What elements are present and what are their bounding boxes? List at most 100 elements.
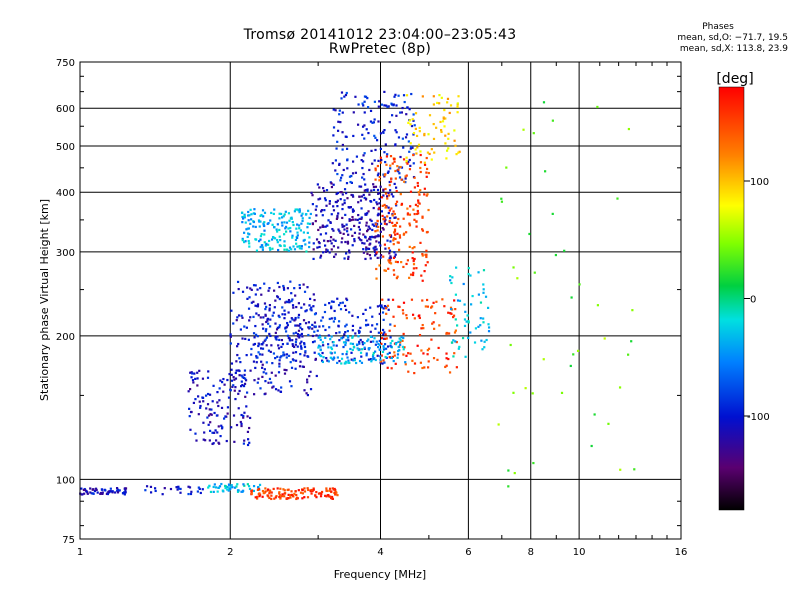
data-point [332, 341, 335, 344]
data-point [272, 212, 275, 216]
data-point [277, 389, 280, 392]
data-point [386, 345, 390, 348]
y-tick-label: 100 [56, 475, 75, 486]
data-point [338, 162, 341, 165]
data-point [344, 304, 347, 308]
data-point [362, 248, 365, 251]
data-point [382, 255, 385, 258]
data-point [373, 100, 377, 103]
data-point [358, 238, 362, 241]
data-point [390, 345, 393, 348]
data-point [264, 313, 267, 316]
data-point [458, 299, 462, 302]
data-point [377, 225, 380, 228]
x-tick-label: 1 [77, 547, 83, 558]
data-point [301, 328, 304, 331]
data-point [337, 228, 340, 231]
data-point [388, 121, 391, 124]
data-point [317, 492, 321, 495]
data-point [344, 213, 347, 217]
data-point [340, 357, 344, 360]
data-point [327, 334, 330, 337]
data-point [542, 101, 546, 104]
data-point [354, 218, 357, 221]
data-point [421, 215, 424, 218]
data-point [389, 262, 393, 265]
data-point [297, 316, 300, 319]
data-point [371, 358, 374, 361]
data-point [208, 439, 211, 442]
data-point [463, 318, 467, 321]
data-point [213, 483, 216, 486]
data-point [321, 224, 324, 227]
data-point [455, 266, 458, 269]
data-point [406, 213, 409, 216]
data-point [397, 248, 401, 251]
data-point [283, 492, 286, 495]
data-point [405, 354, 408, 357]
data-point [328, 317, 331, 321]
data-point [187, 390, 190, 393]
data-point [291, 344, 295, 348]
data-point [269, 248, 272, 251]
data-point [317, 228, 320, 232]
data-point [507, 485, 510, 488]
data-point [412, 133, 415, 136]
data-point [289, 494, 292, 497]
data-point [371, 223, 374, 226]
data-point [307, 355, 310, 358]
data-point [415, 152, 418, 155]
data-point [347, 257, 350, 261]
data-point [219, 434, 222, 438]
x-tick-label: 8 [528, 547, 534, 558]
data-point [344, 331, 347, 334]
data-point [396, 356, 399, 359]
data-point [406, 259, 410, 262]
data-point [382, 347, 385, 350]
data-point [330, 185, 334, 189]
data-point [285, 356, 288, 359]
data-point [194, 432, 197, 435]
data-point [293, 248, 297, 251]
data-point [269, 490, 272, 493]
data-point [477, 271, 480, 274]
data-point [299, 326, 302, 329]
data-point [376, 214, 379, 217]
data-point [197, 413, 200, 416]
data-point [355, 343, 359, 346]
data-point [426, 349, 429, 352]
data-point [385, 305, 388, 309]
data-point [359, 351, 363, 354]
data-point [551, 212, 554, 215]
data-point [417, 199, 420, 202]
data-point [271, 235, 275, 239]
data-point [374, 343, 377, 346]
data-point [218, 387, 221, 390]
data-point [392, 195, 395, 198]
data-point [378, 304, 382, 307]
data-point [294, 359, 298, 362]
data-point [85, 490, 88, 493]
data-point [241, 383, 244, 387]
data-point [279, 497, 282, 500]
data-point [210, 408, 213, 411]
data-point [398, 176, 402, 179]
data-point [359, 185, 363, 188]
data-point [234, 386, 237, 389]
data-point [310, 191, 313, 194]
data-point [365, 319, 368, 322]
data-point [419, 150, 422, 153]
colorbar-label: [deg] [716, 71, 753, 87]
data-point [426, 305, 430, 308]
data-point [479, 324, 482, 327]
data-point [268, 489, 272, 492]
data-point [252, 315, 255, 319]
data-point [348, 206, 351, 209]
data-point [368, 243, 371, 246]
data-point [560, 391, 564, 395]
data-point [300, 222, 303, 225]
data-point [346, 356, 349, 359]
data-point [80, 487, 83, 490]
data-point [275, 338, 278, 341]
data-point [370, 219, 373, 223]
